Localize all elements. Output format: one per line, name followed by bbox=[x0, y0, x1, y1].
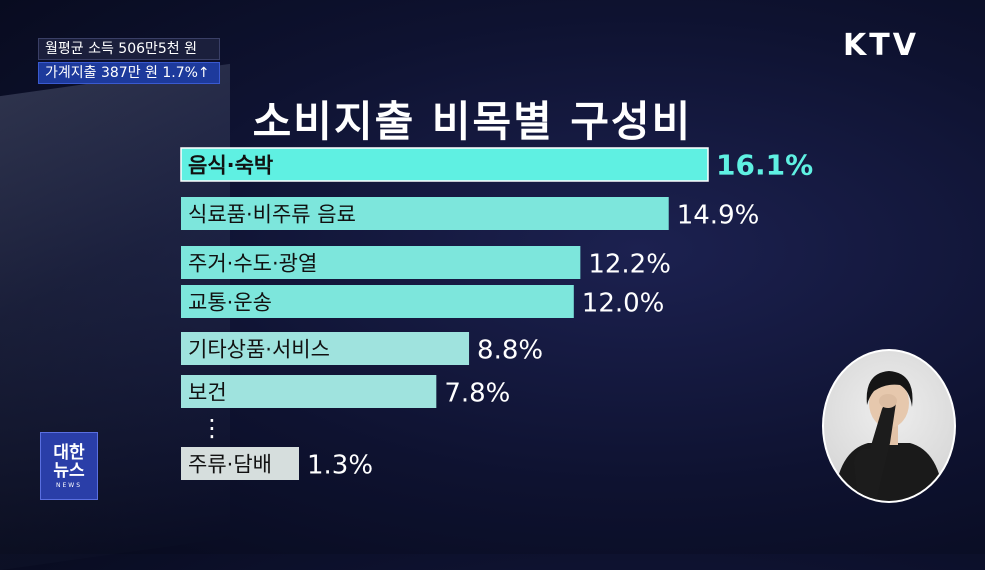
value-label-0: 16.1% bbox=[716, 149, 813, 182]
bar-2 bbox=[181, 246, 581, 279]
omitted-rows-ellipsis: ⋮ bbox=[200, 414, 224, 442]
category-label-3: 교통·운송 bbox=[188, 291, 272, 315]
category-label-1: 식료품·비주류 음료 bbox=[188, 203, 356, 227]
value-label-5: 7.8% bbox=[444, 379, 510, 409]
value-label-2: 12.2% bbox=[588, 250, 671, 280]
category-label-0: 음식·숙박 bbox=[188, 154, 273, 178]
value-label-1: 14.9% bbox=[677, 201, 760, 231]
ktv-logo: KTV bbox=[843, 28, 919, 63]
bar-1 bbox=[181, 197, 669, 230]
bar-chart: 음식·숙박 16.1% 식료품·비주류 음료 14.9% 주거·수도·광열 12.2% 교통… bbox=[180, 147, 813, 481]
bar-5 bbox=[181, 375, 437, 408]
category-label-2: 주거·수도·광열 bbox=[188, 252, 317, 276]
daehan-news-logo: 대한 뉴스 NEWS bbox=[40, 432, 98, 500]
headline-line-2: 가계지출 387만 원 1.7%↑ bbox=[38, 62, 220, 84]
category-label-6: 주류·담배 bbox=[188, 453, 272, 477]
news-badge-line-1: 대한 bbox=[53, 442, 85, 463]
value-label-3: 12.0% bbox=[582, 289, 665, 319]
category-label-5: 보건 bbox=[188, 381, 227, 405]
chart-title: 소비지출 비목별 구성비 bbox=[252, 97, 693, 146]
interpreter-figure bbox=[834, 371, 944, 501]
bar-3 bbox=[181, 285, 574, 318]
news-badge-line-2: 뉴스 bbox=[53, 460, 85, 481]
category-label-4: 기타상품·서비스 bbox=[188, 338, 330, 362]
value-label-4: 8.8% bbox=[477, 336, 543, 366]
bar-6 bbox=[181, 447, 299, 480]
value-label-6: 1.3% bbox=[307, 451, 373, 481]
sign-language-interpreter-inset bbox=[822, 349, 956, 503]
bar-4 bbox=[181, 332, 470, 365]
bar-0 bbox=[180, 147, 709, 182]
headline-box: 월평균 소득 506만5천 원 가계지출 387만 원 1.7%↑ bbox=[38, 38, 220, 84]
news-badge-line-3: NEWS bbox=[55, 481, 83, 489]
headline-line-1: 월평균 소득 506만5천 원 bbox=[38, 38, 220, 60]
